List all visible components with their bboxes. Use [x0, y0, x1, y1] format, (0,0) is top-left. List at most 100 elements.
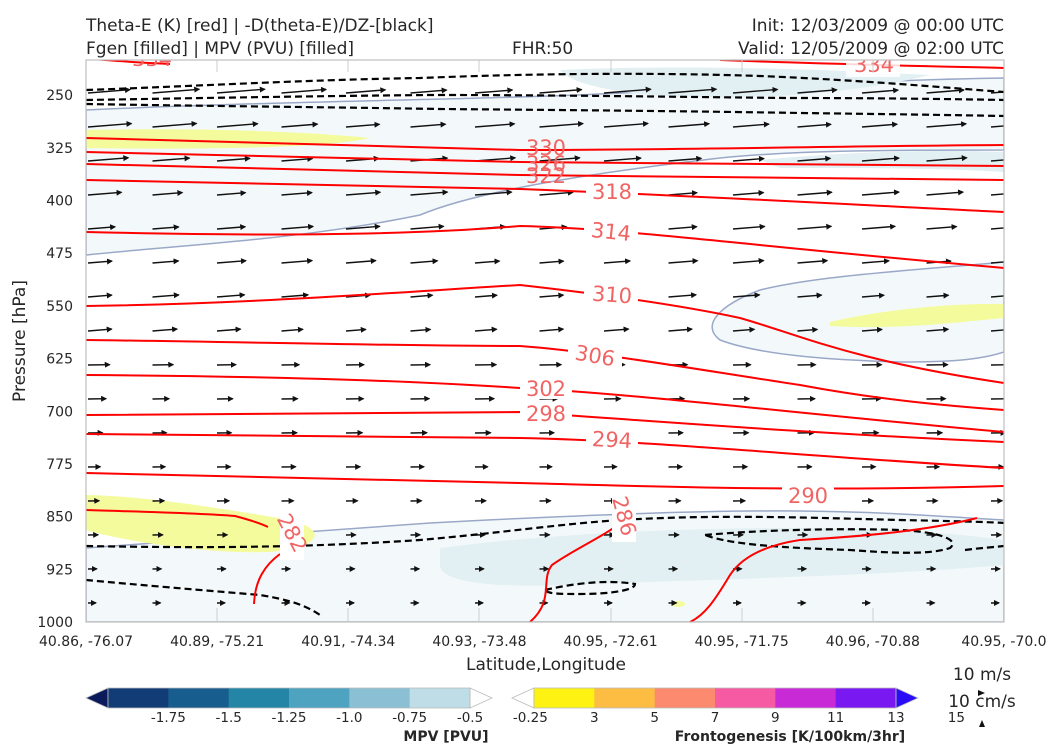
wind-vector — [87, 155, 130, 162]
x-tick-label: 40.95, -72.61 — [564, 634, 658, 650]
wind-vector — [926, 87, 965, 94]
colorbar-tick-label: 5 — [650, 710, 659, 726]
wind-vector — [87, 292, 113, 299]
init-time: Init: 12/03/2009 @ 00:00 UTC — [752, 16, 1004, 36]
wind-vector — [281, 292, 310, 299]
wind-vector — [603, 155, 642, 162]
theta-e-326 — [86, 151, 1004, 167]
wind-vector — [926, 326, 950, 333]
wind-vector — [87, 326, 113, 333]
wind-vector — [732, 292, 761, 299]
colorbar-segment — [289, 688, 350, 708]
colorbar-segment — [715, 688, 776, 708]
fgen-region-small — [671, 601, 685, 607]
wind-vector — [926, 189, 965, 196]
wind-vector — [281, 326, 304, 333]
wind-vector — [990, 261, 1004, 264]
mpv-region-midright — [711, 261, 1004, 363]
colorbar-tick-label: -0.25 — [513, 710, 548, 726]
y-tick-label: 775 — [46, 457, 73, 473]
theta-e-286 — [689, 517, 978, 622]
wind-vector — [152, 224, 180, 231]
wind-vector — [87, 120, 133, 128]
colorbar-extend-low — [85, 687, 109, 709]
x-axis-ticks: 40.86, -76.07 40.89, -75.21 40.91, -74.34 4… — [39, 634, 1047, 650]
theta-e-334 — [94, 60, 171, 65]
wind-vector — [603, 86, 652, 94]
colorbar-tick-label: 3 — [590, 710, 599, 726]
wind-vector — [87, 258, 114, 265]
y-tick-label: 625 — [46, 352, 73, 368]
colorbar-tick-label: 9 — [771, 710, 780, 726]
theta-e-282 — [253, 553, 281, 605]
wind-vector — [668, 190, 699, 197]
colorbar-tick-label: -1.75 — [151, 710, 186, 726]
contour-label-314: 314 — [590, 218, 632, 246]
wind-vector — [732, 189, 765, 196]
wind-vector — [539, 189, 574, 196]
contour-label-334-left: 334 — [132, 47, 172, 71]
colorbar-segment — [349, 688, 411, 708]
dthetadz-contour — [704, 528, 954, 554]
contour-label-334: 334 — [854, 53, 894, 77]
contour-label-298: 298 — [526, 402, 566, 426]
wind-vector — [87, 87, 131, 94]
vertical-reference-label: 10 cm/s — [948, 692, 1016, 712]
colorbar-tick-label: -0.5 — [457, 710, 483, 726]
wind-vector — [603, 258, 632, 265]
wind-vector — [474, 121, 516, 128]
x-tick-label: 40.93, -73.48 — [432, 634, 526, 650]
y-tick-label: 475 — [46, 246, 73, 262]
dthetadz-contour — [86, 515, 1004, 549]
wind-vector — [152, 292, 180, 299]
colorbar-extend-high — [895, 687, 919, 709]
contour-label-310: 310 — [591, 282, 633, 309]
wind-vector — [281, 223, 315, 230]
wind-vector — [797, 87, 838, 94]
wind-vector — [345, 87, 387, 94]
wind-vector — [990, 329, 1004, 332]
wind-vector — [926, 224, 958, 230]
wind-vector — [861, 121, 899, 128]
colorbar-extend-high — [469, 687, 493, 709]
wind-vector — [603, 326, 630, 333]
wind-vector — [345, 326, 367, 333]
colorbar-tick-label: 11 — [827, 710, 844, 726]
colorbar-segment — [654, 688, 716, 708]
x-tick-label: 40.91, -74.34 — [301, 634, 395, 650]
colorbar-segment — [409, 688, 471, 708]
wind-vector — [474, 87, 514, 94]
colorbar-segment — [168, 688, 230, 708]
wind-vector — [990, 227, 1004, 230]
wind-vector — [539, 87, 583, 94]
wind-vector — [990, 91, 1004, 94]
wind-vector — [152, 190, 184, 197]
wind-vector — [797, 258, 829, 265]
wind-vector — [152, 155, 191, 162]
wind-vector — [216, 155, 251, 162]
wind-vector — [410, 87, 448, 94]
wind-vector — [797, 155, 832, 162]
wind-vector — [474, 189, 513, 196]
wind-vector — [539, 120, 584, 128]
forecast-hour: FHR:50 — [512, 39, 573, 59]
colorbar-tick-label: -1.5 — [215, 710, 241, 726]
x-tick-label: 40.95, -71.75 — [695, 634, 789, 650]
plot-frame — [85, 59, 1005, 623]
colorbar-tick-label: 13 — [887, 710, 904, 726]
dthetadz-contour — [86, 72, 1004, 94]
wind-vector — [87, 224, 117, 231]
wind-vector — [668, 121, 711, 128]
wind-vector — [861, 292, 886, 299]
colorbar-segment — [775, 688, 837, 708]
colorbar-tick-label: -0.75 — [392, 710, 427, 726]
wind-vector — [861, 326, 883, 333]
vertical-reference-arrow — [979, 720, 985, 727]
x-tick-label: 40.96, -70.88 — [826, 634, 920, 650]
wind-vector — [539, 258, 565, 265]
wind-vector — [668, 292, 698, 299]
contour-label-318: 318 — [592, 180, 632, 204]
wind-vector — [539, 326, 565, 333]
wind-vector — [668, 86, 718, 94]
